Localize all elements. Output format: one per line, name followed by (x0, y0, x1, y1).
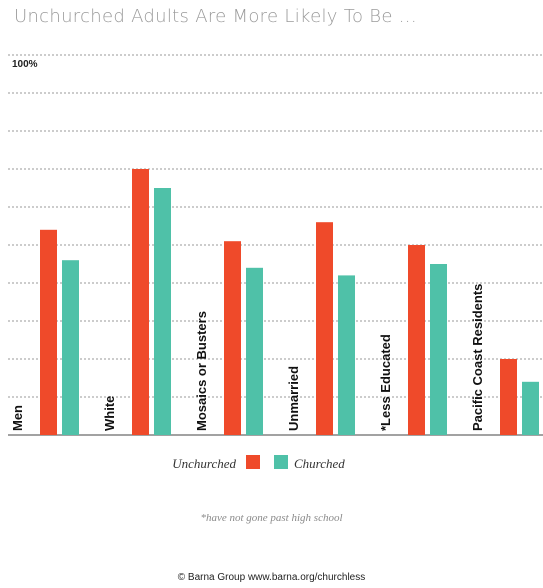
bar-unchurched-4 (316, 222, 333, 435)
bar-churched-6 (522, 381, 539, 435)
bar-churched-2 (154, 188, 171, 435)
bar-unchurched-1 (40, 229, 57, 435)
legend-label-unchurched: Unchurched (172, 456, 236, 471)
bar-unchurched-2 (132, 169, 149, 435)
bar-churched-4 (338, 275, 355, 435)
category-label: *Less Educated (378, 334, 393, 431)
y-tick-label-top: 100% (12, 59, 38, 70)
category-label: Mosaics or Busters (194, 311, 209, 431)
bar-unchurched-6 (500, 359, 517, 435)
category-label: White (102, 396, 117, 431)
category-label: Unmarried (286, 366, 301, 431)
bar-unchurched-3 (224, 241, 241, 435)
category-label: Pacific Coast Residents (470, 284, 485, 431)
chart-title: Unchurched Adults Are More Likely To Be … (14, 6, 417, 27)
bar-unchurched-5 (408, 245, 425, 435)
bars (40, 169, 539, 435)
gridlines (8, 54, 543, 436)
bar-churched-3 (246, 267, 263, 435)
legend: Unchurched Churched (172, 455, 345, 471)
y-axis: 100% (12, 59, 38, 70)
category-label: Men (10, 405, 25, 431)
legend-swatch-churched (274, 455, 288, 469)
legend-swatch-unchurched (246, 455, 260, 469)
bar-churched-1 (62, 260, 79, 435)
category-labels: Men White Mosaics or Busters Unmarried *Less… (10, 284, 485, 431)
legend-label-churched: Churched (294, 456, 345, 471)
source-credit: © Barna Group www.barna.org/churchless (177, 572, 366, 583)
bar-churched-5 (430, 264, 447, 435)
footnote: *have not gone past high school (200, 512, 343, 524)
